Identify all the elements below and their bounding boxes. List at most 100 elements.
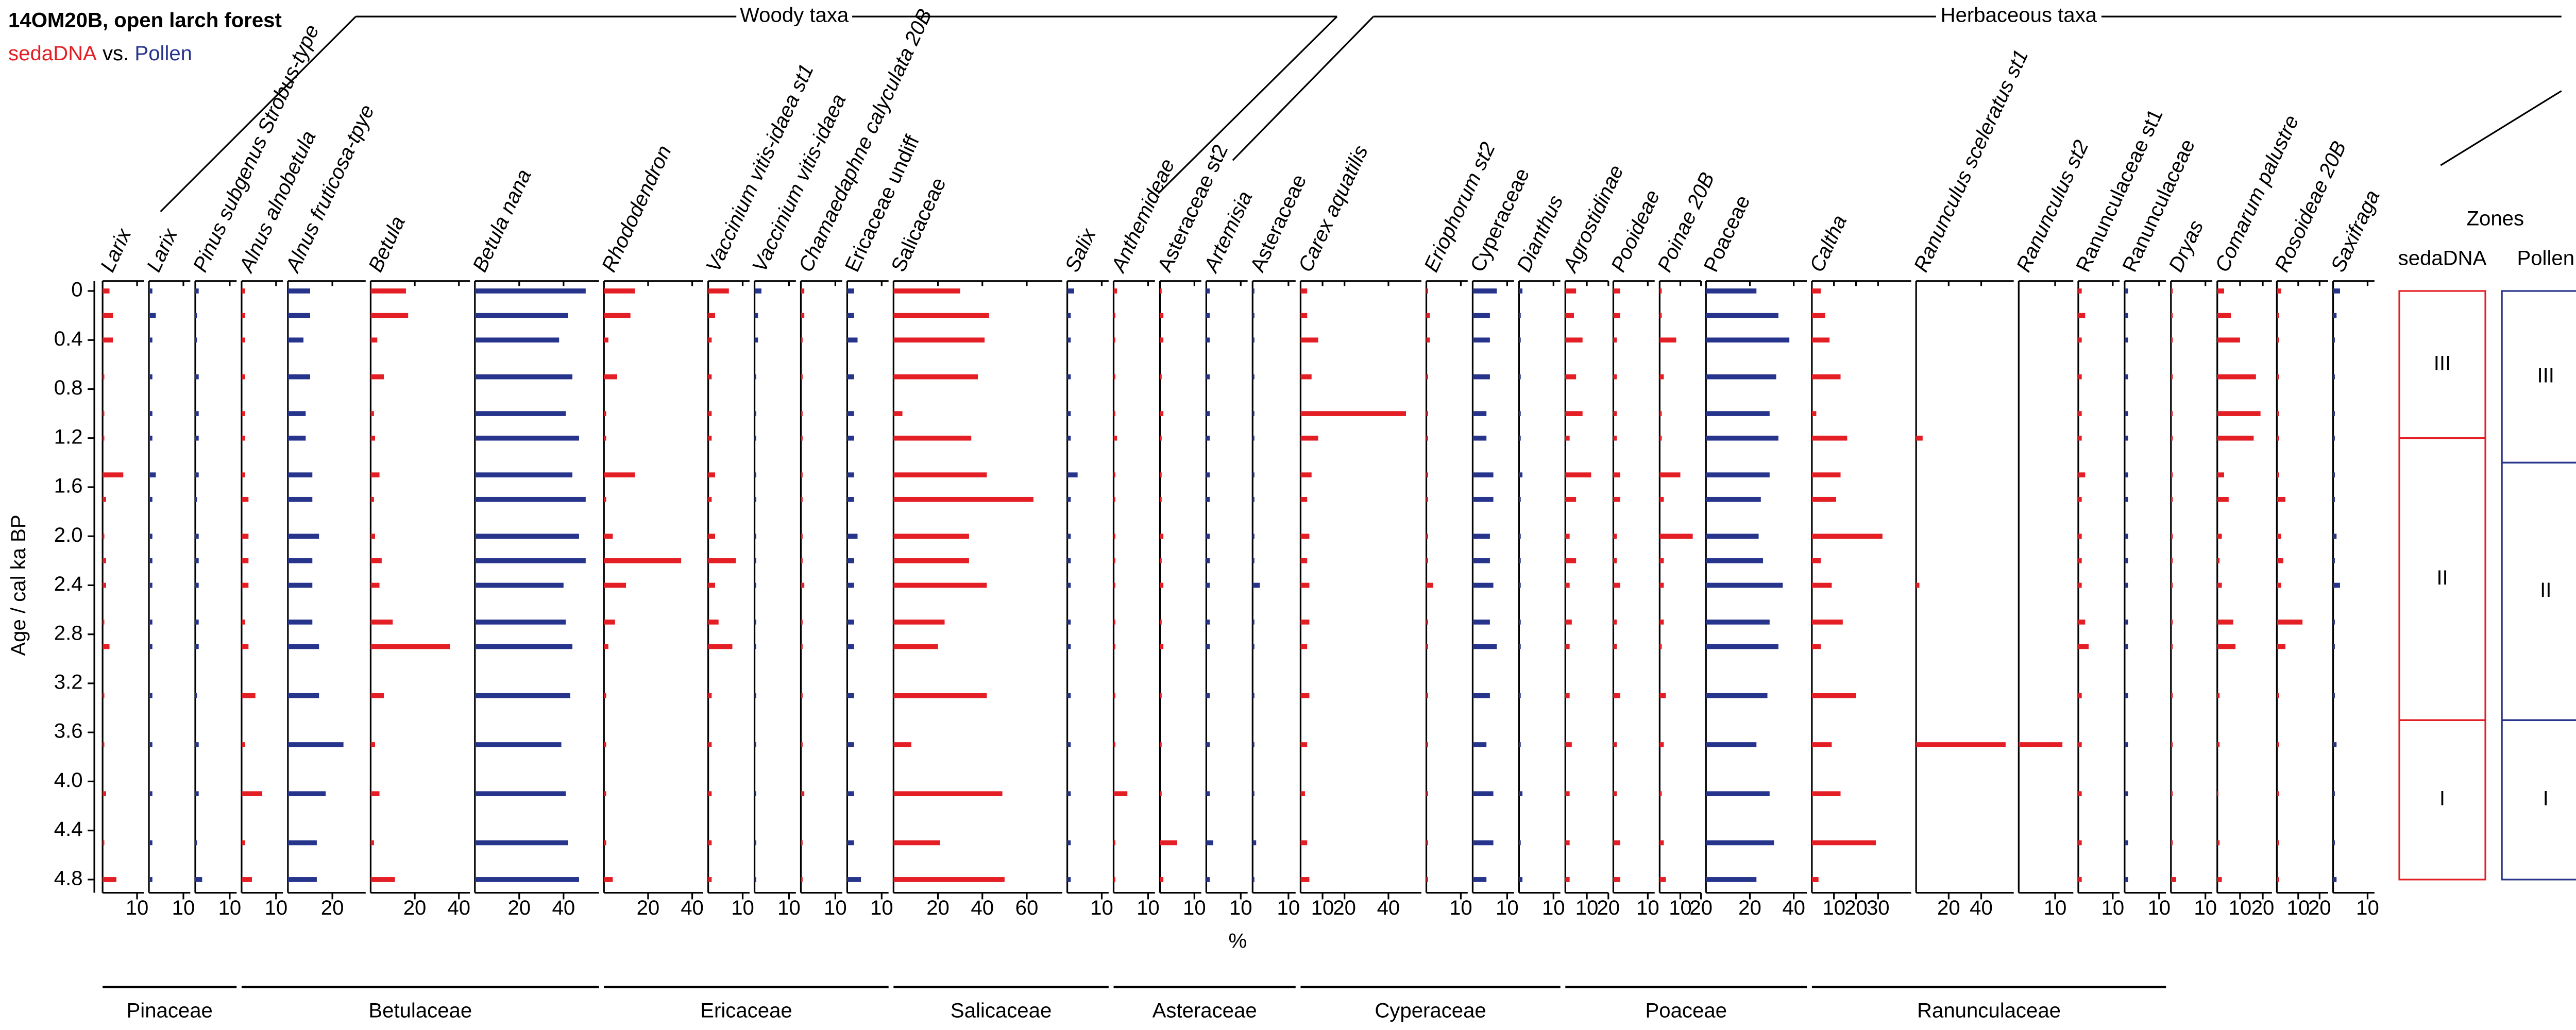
chart-title: 14OM20B, open larch forest <box>8 8 282 31</box>
bar <box>801 558 803 563</box>
bar <box>1472 411 1487 416</box>
bar <box>370 558 382 563</box>
bar <box>1252 644 1255 649</box>
bar <box>801 288 805 294</box>
group-label: Woody taxa <box>740 4 849 27</box>
bar <box>241 496 249 502</box>
family-label: Asteraceae <box>1153 999 1257 1022</box>
bar <box>604 435 606 441</box>
bar <box>1565 582 1570 588</box>
x-tick-label: 40 <box>1377 896 1400 919</box>
bar <box>2078 791 2082 797</box>
bar <box>474 496 586 502</box>
bar <box>2124 840 2128 846</box>
y-tick-label: 2.4 <box>54 572 83 595</box>
bar <box>708 620 719 625</box>
bar <box>2333 791 2335 797</box>
bar <box>1659 496 1664 502</box>
panel-label: Betula <box>364 213 410 276</box>
bar <box>2078 374 2082 380</box>
bar <box>2171 840 2173 846</box>
bar <box>1300 472 1312 477</box>
bar <box>474 693 570 698</box>
bar <box>1113 582 1115 588</box>
bar <box>2124 791 2128 797</box>
x-tick-label: 10 <box>1449 896 1472 919</box>
bar <box>287 558 313 563</box>
bar <box>754 558 756 563</box>
zone <box>2501 461 2576 721</box>
bar <box>2277 558 2283 563</box>
bar <box>1067 620 1071 625</box>
bar <box>370 840 374 846</box>
bar <box>1519 534 1521 539</box>
bar <box>474 620 566 625</box>
x-tick-label: 10 <box>264 896 287 919</box>
x-tick-label: 40 <box>1970 896 1993 919</box>
bar <box>2171 313 2173 318</box>
bar <box>2124 337 2128 343</box>
bar <box>1472 693 1490 698</box>
x-tick-label: 10 <box>1822 896 1845 919</box>
bar <box>2171 534 2173 539</box>
bar <box>1472 374 1490 380</box>
bar <box>1206 534 1210 539</box>
bar <box>1706 877 1757 882</box>
bar <box>1067 435 1071 441</box>
bar <box>474 472 573 477</box>
bar <box>195 791 199 797</box>
y-tick-label: 3.2 <box>54 671 83 694</box>
panel-label: Saxifraga <box>2326 186 2384 276</box>
bar <box>1252 496 1255 502</box>
bar <box>103 582 106 588</box>
panel: 10 Dryas <box>2164 217 2217 919</box>
bar <box>1706 534 1759 539</box>
bar <box>754 791 756 797</box>
y-tick-label: 4.4 <box>54 817 83 840</box>
bar <box>847 693 854 698</box>
bar <box>2124 496 2128 502</box>
bar <box>708 496 712 502</box>
bar <box>2217 411 2261 416</box>
bar <box>1706 742 1757 747</box>
bar <box>1811 288 1821 294</box>
bar <box>1565 791 1570 797</box>
bar <box>1519 877 1523 882</box>
bar <box>241 337 245 343</box>
bar <box>287 337 304 343</box>
bar <box>1300 693 1310 698</box>
x-tick-label: 40 <box>1782 896 1805 919</box>
panel: 10 Salix <box>1060 224 1113 919</box>
bar <box>2078 435 2082 441</box>
family-label: Salicaceae <box>951 999 1052 1022</box>
bar <box>1252 558 1255 563</box>
zone <box>2501 719 2576 881</box>
y-tick-label: 0.8 <box>54 376 83 399</box>
bar <box>2333 877 2337 882</box>
bar <box>474 840 568 846</box>
bar <box>474 288 586 294</box>
x-tick-label: 10 <box>1496 896 1519 919</box>
x-tick-label: 20 <box>403 896 427 919</box>
bar <box>1426 472 1428 477</box>
bar <box>1426 840 1428 846</box>
bar <box>1252 288 1255 294</box>
bar <box>2333 337 2335 343</box>
bar <box>1613 337 1617 343</box>
bar <box>2217 582 2222 588</box>
zone-label: I <box>2439 787 2445 810</box>
bar <box>1252 620 1255 625</box>
bar <box>754 877 756 882</box>
bar <box>2217 644 2236 649</box>
bar <box>1659 840 1664 846</box>
bar <box>1252 693 1255 698</box>
bar <box>754 496 756 502</box>
bar <box>2171 877 2176 882</box>
bar <box>708 288 729 294</box>
bar <box>708 558 736 563</box>
bar <box>2078 742 2082 747</box>
bar <box>241 877 252 882</box>
